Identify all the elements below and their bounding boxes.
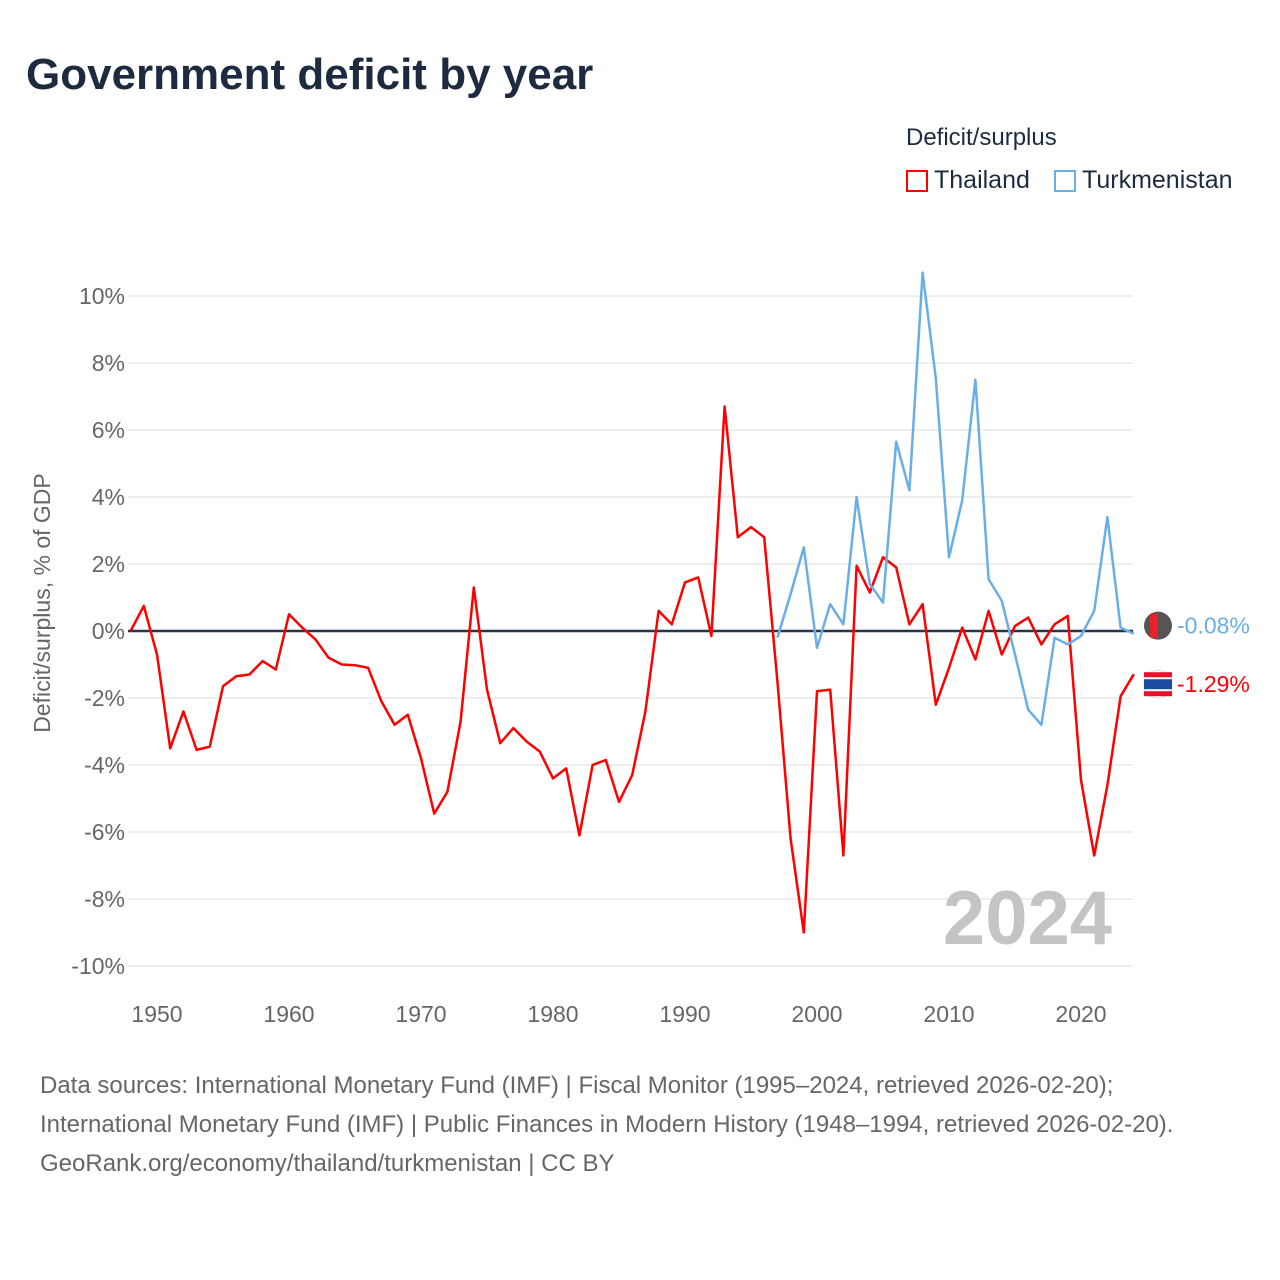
y-tick-label: -2% <box>84 685 125 711</box>
flag-icon-turkmenistan <box>1144 611 1172 640</box>
y-tick-label: -6% <box>84 819 125 845</box>
x-tick-label: 2020 <box>1055 1001 1106 1027</box>
y-tick-label: 0% <box>92 618 125 644</box>
x-tick-label: 2000 <box>791 1001 842 1027</box>
credit-link[interactable]: GeoRank.org/economy/thailand/turkmenista… <box>40 1150 615 1177</box>
flag-stripe <box>1150 613 1158 638</box>
y-tick-label: 6% <box>92 417 125 443</box>
end-value-label: -0.08% <box>1177 613 1250 639</box>
legend-item-thailand[interactable]: Thailand <box>906 166 1030 195</box>
y-tick-label: -4% <box>84 752 125 778</box>
data-sources: Data sources: International Monetary Fun… <box>40 1072 1174 1138</box>
flag-stripe <box>1144 679 1172 690</box>
year-watermark: 2024 <box>943 876 1112 961</box>
flag-stripe <box>1144 691 1172 697</box>
y-tick-label: -10% <box>71 953 125 979</box>
x-tick-label: 1960 <box>263 1001 314 1027</box>
footer: Data sources: International Monetary Fun… <box>40 1066 1250 1183</box>
x-tick-label: 1970 <box>395 1001 446 1027</box>
x-tick-label: 1990 <box>659 1001 710 1027</box>
y-tick-label: -8% <box>84 886 125 912</box>
flag-icon-thailand <box>1143 669 1173 699</box>
flag-stripe <box>1144 672 1172 678</box>
end-value-label: -1.29% <box>1177 671 1250 697</box>
y-tick-label: 2% <box>92 551 125 577</box>
y-tick-label: 4% <box>92 484 125 510</box>
series-line-turkmenistan <box>776 271 1135 727</box>
y-tick-label: 10% <box>79 283 125 309</box>
legend-swatch <box>906 169 928 192</box>
y-tick-label: 8% <box>92 350 125 376</box>
legend-item-turkmenistan[interactable]: Turkmenistan <box>1054 166 1233 195</box>
y-axis-label: Deficit/surplus, % of GDP <box>29 473 55 732</box>
legend-label: Turkmenistan <box>1082 166 1233 194</box>
series-line-thailand <box>129 405 1135 934</box>
legend-title: Deficit/surplus <box>906 124 1057 151</box>
legend-swatch <box>1054 169 1076 192</box>
page-title: Government deficit by year <box>26 50 594 99</box>
x-tick-label: 1950 <box>131 1001 182 1027</box>
legend-label: Thailand <box>934 166 1030 194</box>
x-tick-label: 2010 <box>923 1001 974 1027</box>
x-tick-label: 1980 <box>527 1001 578 1027</box>
